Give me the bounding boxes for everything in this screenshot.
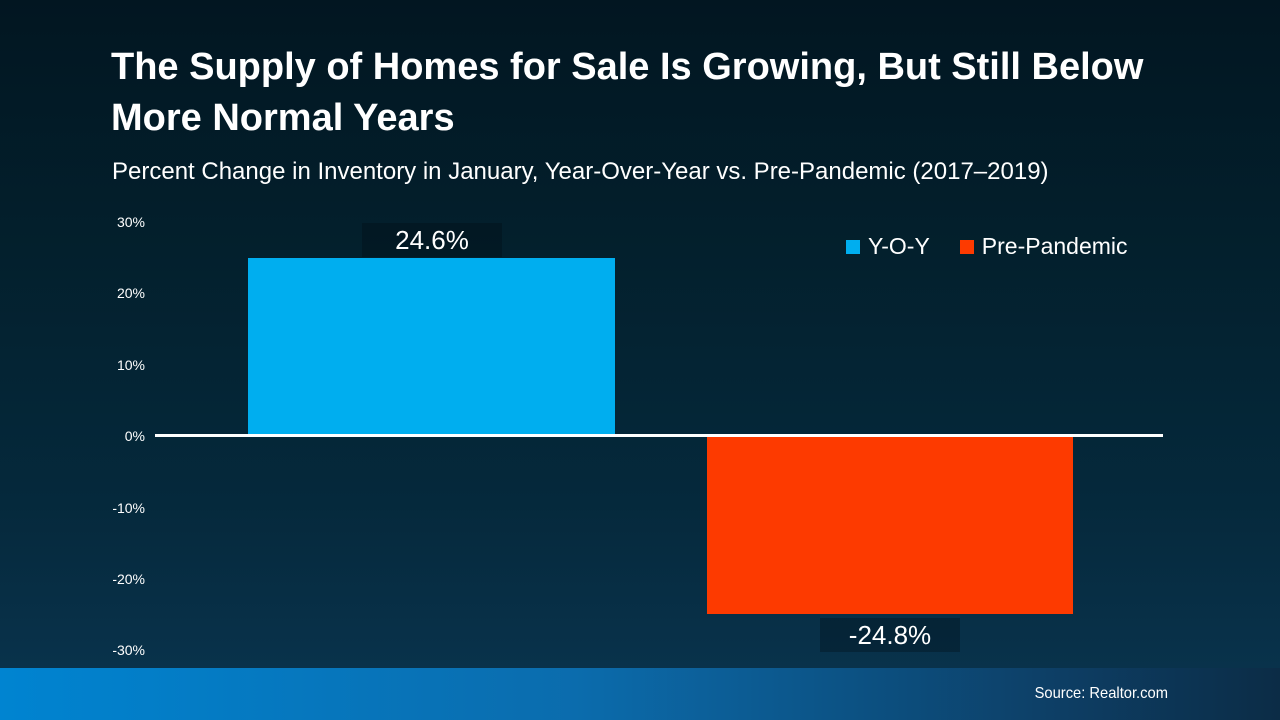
y-axis: 30% 20% 10% 0% -10% -20% -30% (0, 0, 146, 720)
pre-pandemic-swatch-icon (959, 239, 974, 254)
chart-title: The Supply of Homes for Sale Is Growing,… (111, 46, 1144, 139)
zero-baseline (155, 434, 1163, 437)
y-axis-tick: -10% (112, 499, 145, 516)
y-axis-tick: -20% (112, 571, 145, 587)
yoy-swatch-icon (846, 239, 860, 254)
legend-item-yoy: Y-O-Y (846, 233, 930, 260)
data-label-yoy: 24.6% (362, 223, 502, 257)
legend: Y-O-Y Pre-Pandemic (846, 233, 1128, 260)
bar-yoy (248, 258, 615, 434)
y-axis-tick: 20% (116, 285, 145, 302)
legend-item-pre-pandemic: Pre-Pandemic (959, 233, 1128, 260)
y-axis-tick: -30% (112, 642, 145, 659)
legend-label-yoy: Y-O-Y (868, 233, 930, 259)
source-attribution: Source: Realtor.com (1034, 685, 1168, 702)
y-axis-tick: 30% (116, 214, 145, 230)
chart-subtitle: Percent Change in Inventory in January, … (112, 158, 1049, 185)
footer-bar: Source: Realtor.com (0, 668, 1280, 720)
y-axis-tick: 0% (124, 428, 145, 445)
legend-label-pre-pandemic: Pre-Pandemic (981, 233, 1128, 259)
bar-pre-pandemic (707, 437, 1073, 614)
data-label-pre-pandemic: -24.8% (820, 618, 960, 652)
y-axis-tick: 10% (116, 356, 145, 373)
